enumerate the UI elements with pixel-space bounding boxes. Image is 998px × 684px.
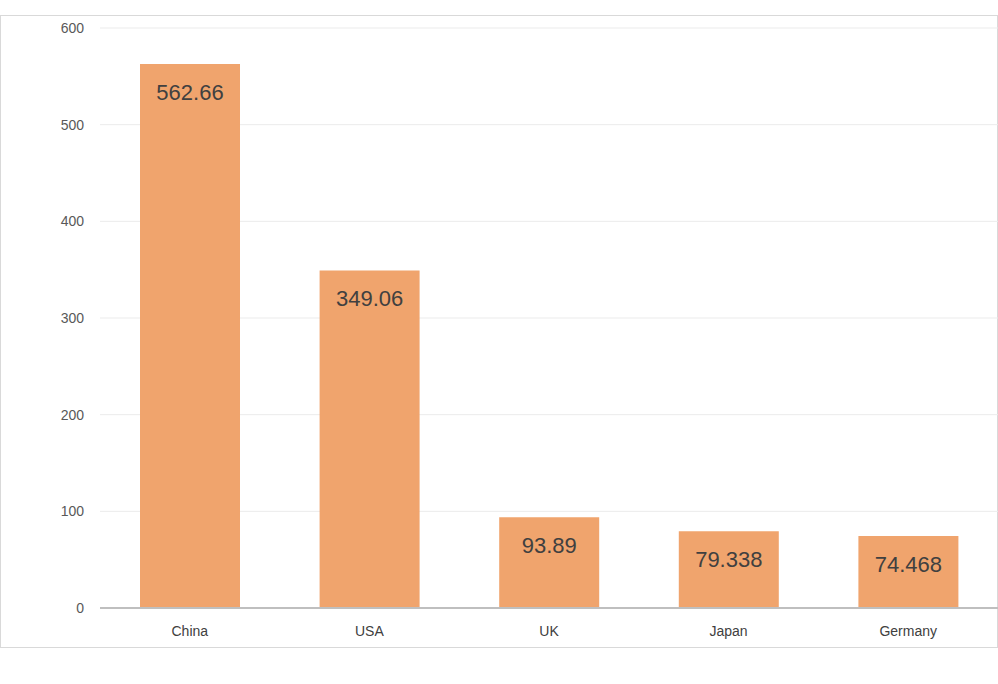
svg-text:0: 0 xyxy=(76,600,84,616)
svg-text:400: 400 xyxy=(61,213,85,229)
svg-text:500: 500 xyxy=(61,117,85,133)
svg-text:349.06: 349.06 xyxy=(336,286,403,311)
svg-text:Japan: Japan xyxy=(710,623,748,639)
svg-text:China: China xyxy=(172,623,209,639)
svg-text:74.468: 74.468 xyxy=(875,552,942,577)
svg-text:93.89: 93.89 xyxy=(522,533,577,558)
svg-text:UK: UK xyxy=(539,623,559,639)
svg-text:Germany: Germany xyxy=(879,623,937,639)
svg-text:100: 100 xyxy=(61,503,85,519)
svg-text:562.66: 562.66 xyxy=(156,80,223,105)
svg-text:200: 200 xyxy=(61,407,85,423)
svg-text:600: 600 xyxy=(61,20,85,36)
svg-text:300: 300 xyxy=(61,310,85,326)
svg-text:79.338: 79.338 xyxy=(695,547,762,572)
svg-text:USA: USA xyxy=(355,623,384,639)
